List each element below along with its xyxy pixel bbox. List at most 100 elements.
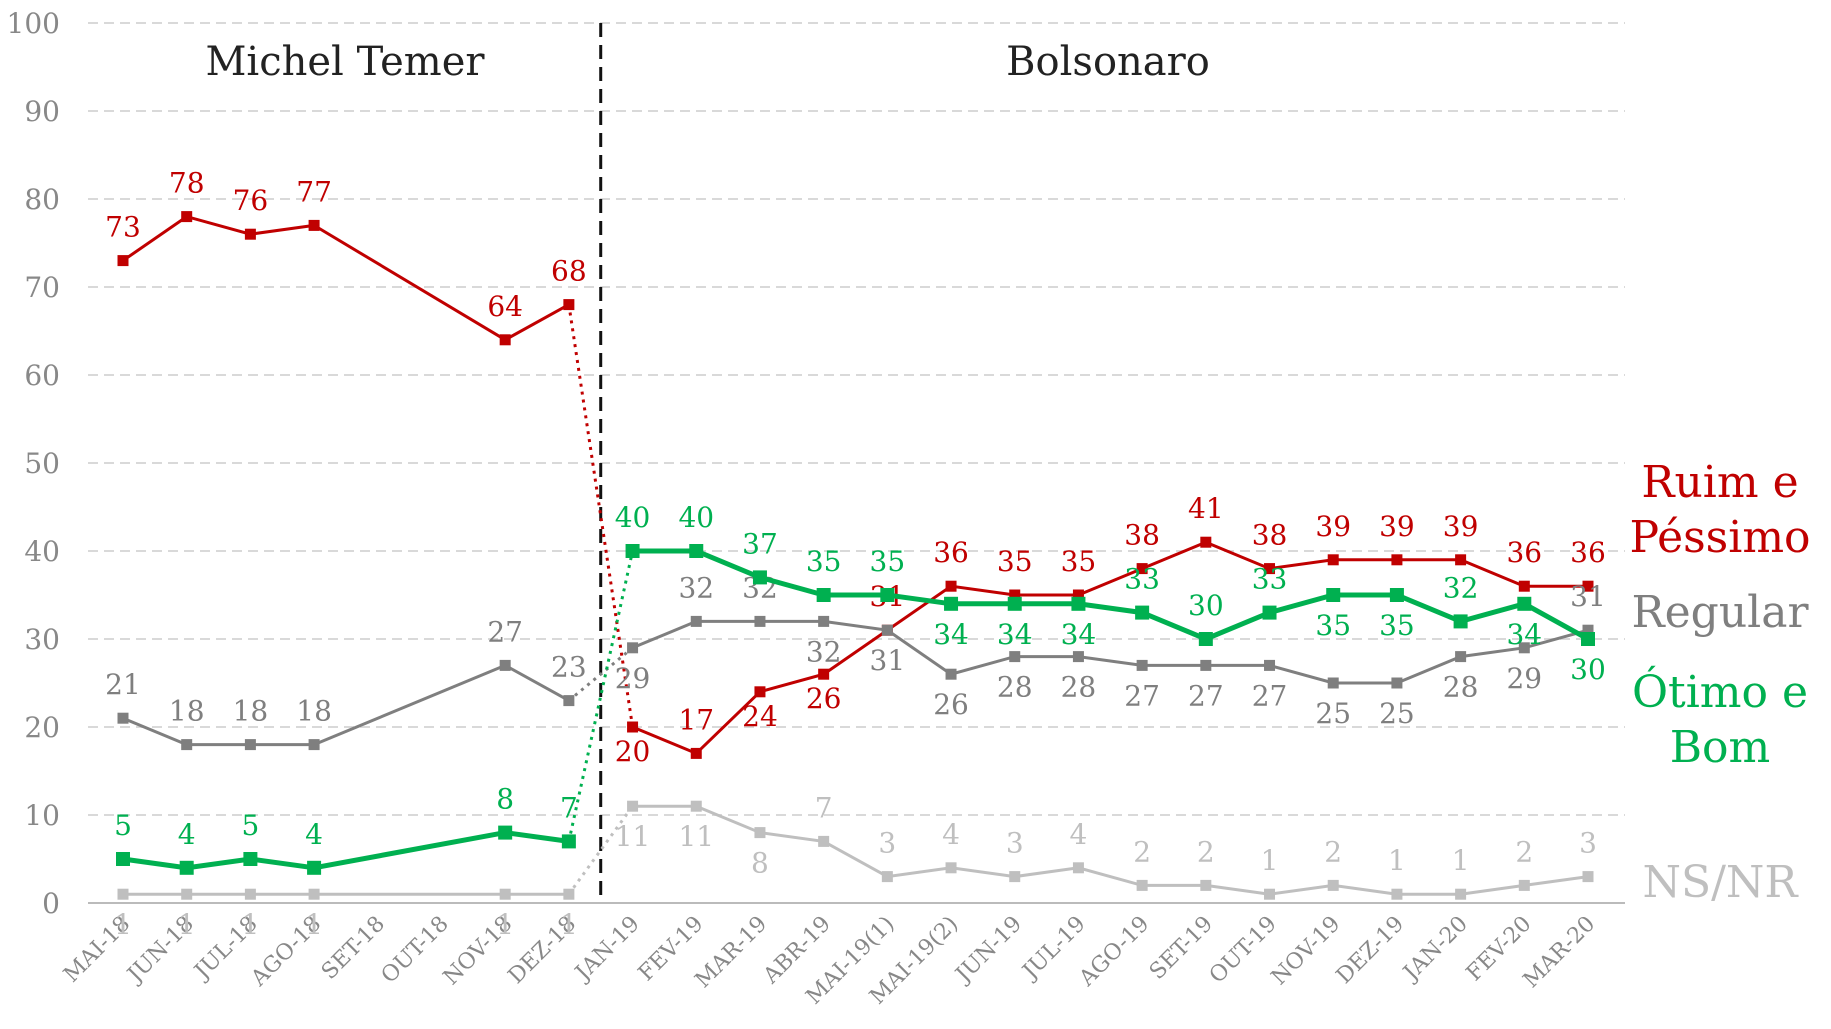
data-label: 33 (1124, 563, 1160, 596)
data-label: 31 (1570, 580, 1606, 613)
marker (563, 695, 575, 707)
marker (690, 615, 702, 627)
marker (563, 888, 575, 900)
data-label: 17 (678, 703, 714, 736)
marker (1072, 651, 1084, 663)
connector (567, 550, 635, 842)
x-tick-label: JUN-19 (950, 912, 1027, 989)
connector (567, 646, 634, 702)
y-tick-label: 20 (24, 711, 60, 744)
series-line (122, 214, 315, 262)
series-line (631, 540, 1588, 756)
data-label: 34 (997, 618, 1033, 651)
marker (1518, 879, 1530, 891)
marker (754, 686, 766, 698)
series-line (504, 303, 570, 342)
data-label: 29 (615, 662, 651, 695)
connector (313, 224, 506, 342)
data-label: 68 (551, 255, 587, 288)
marker (752, 570, 767, 585)
marker (117, 712, 129, 724)
data-label: 5 (241, 809, 259, 842)
data-label: 3 (1579, 827, 1597, 860)
connector (313, 664, 506, 746)
data-label: 4 (1070, 818, 1088, 851)
data-label: 8 (751, 847, 769, 880)
marker (625, 544, 640, 558)
data-label: 7 (560, 791, 578, 824)
marker (116, 852, 130, 866)
data-label: 34 (1061, 618, 1097, 651)
data-label: 34 (1506, 618, 1542, 651)
marker (1582, 871, 1594, 883)
marker (818, 835, 830, 847)
marker (1582, 624, 1594, 636)
data-label: 31 (870, 644, 906, 677)
data-label: 77 (296, 175, 332, 208)
data-label: 11 (615, 820, 651, 853)
marker (1455, 554, 1467, 566)
marker (1136, 563, 1148, 575)
data-label: 34 (933, 618, 969, 651)
marker (1262, 605, 1277, 620)
data-label: 32 (1443, 571, 1479, 604)
marker (818, 615, 830, 627)
x-tick-label: NOV-19 (1267, 912, 1346, 991)
data-label: 1 (1452, 844, 1470, 877)
marker (1518, 580, 1530, 592)
data-label: 1 (305, 908, 323, 941)
marker (1009, 871, 1021, 883)
y-tick-label: 60 (24, 359, 60, 392)
data-label: 2 (1197, 835, 1215, 868)
marker (1391, 888, 1403, 900)
data-label: 1 (114, 908, 132, 941)
data-label: 35 (870, 545, 906, 578)
y-tick-label: 30 (24, 623, 60, 656)
data-label: 25 (1315, 697, 1351, 730)
legend-label: Ótimo e Bom (1631, 667, 1809, 773)
marker (1327, 554, 1339, 566)
marker (1009, 651, 1021, 663)
marker (179, 860, 194, 875)
data-label: 41 (1188, 492, 1224, 525)
data-label: 30 (1570, 653, 1606, 686)
marker (1327, 677, 1339, 689)
marker (499, 888, 511, 900)
marker (1453, 614, 1468, 629)
data-label: 29 (1506, 662, 1542, 695)
marker (1327, 879, 1339, 891)
data-label: 35 (1061, 545, 1097, 578)
data-label: 2 (1515, 835, 1533, 868)
marker (690, 800, 702, 812)
series-line (504, 830, 570, 844)
marker (1200, 879, 1212, 891)
marker (627, 800, 639, 812)
data-label: 33 (1252, 563, 1288, 596)
data-label: 4 (178, 818, 196, 851)
marker (1135, 605, 1150, 620)
data-label: 8 (496, 783, 514, 816)
data-label: 18 (169, 695, 205, 728)
marker (1136, 659, 1148, 671)
connector (313, 830, 506, 871)
marker (945, 668, 957, 680)
data-label: 11 (678, 820, 714, 853)
data-label: 1 (178, 908, 196, 941)
series-line (122, 716, 315, 747)
data-label: 35 (997, 545, 1033, 578)
marker (1136, 879, 1148, 891)
data-label: 38 (1124, 519, 1160, 552)
marker (880, 588, 895, 602)
marker (627, 721, 639, 733)
data-label: 1 (560, 908, 578, 941)
data-label: 27 (487, 615, 523, 648)
marker (308, 739, 320, 751)
data-label: 39 (1443, 510, 1479, 543)
series-line (122, 856, 315, 871)
series-line (632, 804, 1589, 896)
marker (308, 888, 320, 900)
data-label: 35 (806, 545, 842, 578)
y-tick-label: 100 (7, 7, 60, 40)
